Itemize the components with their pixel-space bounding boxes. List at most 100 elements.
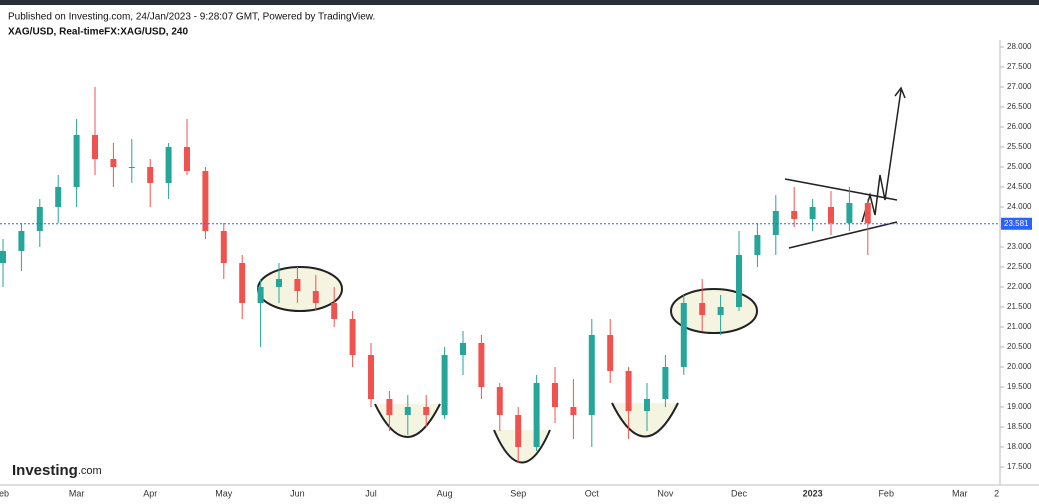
candle-body	[128, 167, 135, 168]
candle-body	[791, 211, 798, 219]
y-tick-label: 18.500	[1007, 422, 1032, 431]
candle-body	[404, 407, 411, 415]
x-tick-label: Mar	[952, 488, 968, 498]
top-bar	[0, 0, 1039, 5]
trend-line	[784, 178, 898, 201]
y-tick-label: 25.000	[1007, 162, 1032, 171]
candle-body	[92, 135, 98, 159]
x-tick-label: Feb	[878, 488, 894, 498]
candle-body	[368, 355, 374, 399]
y-tick-label: 26.500	[1007, 102, 1032, 111]
candle-body	[441, 355, 448, 415]
candle-body	[147, 167, 154, 183]
y-tick-label: 20.500	[1007, 342, 1032, 351]
candle-body	[625, 371, 632, 411]
candle-body	[239, 263, 246, 303]
y-tick-label: 25.500	[1007, 142, 1032, 151]
candle-body	[607, 335, 614, 371]
y-tick-label: 19.000	[1007, 402, 1032, 411]
x-tick-label: eb	[0, 488, 9, 498]
y-tick-label: 24.000	[1007, 202, 1032, 211]
x-tick-label: Oct	[585, 488, 600, 498]
candle-body	[276, 279, 282, 287]
candle-body	[828, 207, 834, 223]
candle-body	[644, 399, 650, 411]
candle-body	[846, 203, 853, 223]
y-tick-label: 21.500	[1007, 302, 1032, 311]
candle-body	[202, 171, 209, 231]
published-line: Published on Investing.com, 24/Jan/2023 …	[8, 12, 375, 23]
candle-body	[588, 335, 595, 415]
candle-body	[460, 343, 466, 355]
candle-body	[864, 203, 871, 223]
candle-body	[331, 303, 338, 319]
candle-body	[570, 407, 577, 415]
candle-body	[73, 135, 80, 187]
candle-body	[18, 231, 25, 251]
candle-body	[0, 251, 6, 263]
candle-body	[36, 207, 43, 231]
candle-body	[515, 415, 522, 447]
candle-body	[533, 383, 540, 447]
y-tick-label: 17.500	[1007, 462, 1032, 471]
candle-body	[349, 319, 356, 355]
arc	[493, 429, 551, 464]
candle-body	[809, 207, 816, 219]
candle-body	[312, 291, 319, 303]
x-tick-label: Aug	[437, 488, 453, 498]
candle-body	[662, 367, 669, 399]
candle-body	[717, 307, 724, 315]
candle-body	[294, 279, 301, 291]
last-price-box	[1001, 217, 1032, 230]
candle-body	[478, 343, 485, 387]
symbol-line: XAG/USD, Real-timeFX:XAG/USD, 240	[8, 27, 188, 38]
y-tick-label: 27.500	[1007, 62, 1032, 71]
y-tick-label: 19.500	[1007, 382, 1032, 391]
y-tick-label: 24.500	[1007, 182, 1032, 191]
candle-body	[772, 211, 779, 235]
candle-body	[552, 383, 558, 407]
y-tick-label: 22.000	[1007, 282, 1032, 291]
candle-body	[220, 231, 227, 263]
candle-body	[736, 255, 742, 307]
arrow-head	[894, 86, 906, 99]
candle-body	[257, 287, 264, 303]
candle-body	[110, 159, 117, 167]
candle-body	[680, 303, 687, 367]
projection	[861, 89, 902, 223]
x-tick-label: Nov	[657, 488, 674, 498]
x-tick-label: Apr	[143, 488, 157, 498]
y-tick-label: 26.000	[1007, 122, 1032, 131]
logo-name: Investing	[12, 462, 78, 479]
x-tick-label: Mar	[69, 488, 85, 498]
y-tick-label: 20.000	[1007, 362, 1032, 371]
candle-body	[496, 387, 503, 415]
y-tick-label: 22.500	[1007, 262, 1032, 271]
ellipse	[670, 288, 758, 334]
x-tick-label: Sep	[510, 488, 526, 498]
x-tick-label: Dec	[731, 488, 748, 498]
candle-body	[55, 187, 62, 207]
candles	[0, 87, 871, 463]
x-tick-label: 2	[994, 488, 999, 498]
logo-suffix: .com	[78, 465, 102, 477]
last-price-label: 23.581	[1004, 219, 1029, 228]
x-tick-label: Jun	[290, 488, 305, 498]
candle-body	[184, 147, 190, 171]
y-tick-label: 27.000	[1007, 82, 1032, 91]
y-tick-label: 18.000	[1007, 442, 1032, 451]
x-tick-label: May	[215, 488, 233, 498]
logo: Investing.com	[12, 462, 102, 479]
trend-line	[788, 221, 898, 249]
x-tick-label: 2023	[803, 488, 823, 498]
candle-body	[386, 399, 393, 415]
candle-body	[699, 303, 706, 315]
annotations	[257, 86, 906, 464]
y-tick-label: 28.000	[1007, 42, 1032, 51]
y-tick-label: 23.000	[1007, 242, 1032, 251]
candle-body	[754, 235, 761, 255]
x-tick-label: Jul	[365, 488, 377, 498]
candle-body	[423, 407, 430, 415]
